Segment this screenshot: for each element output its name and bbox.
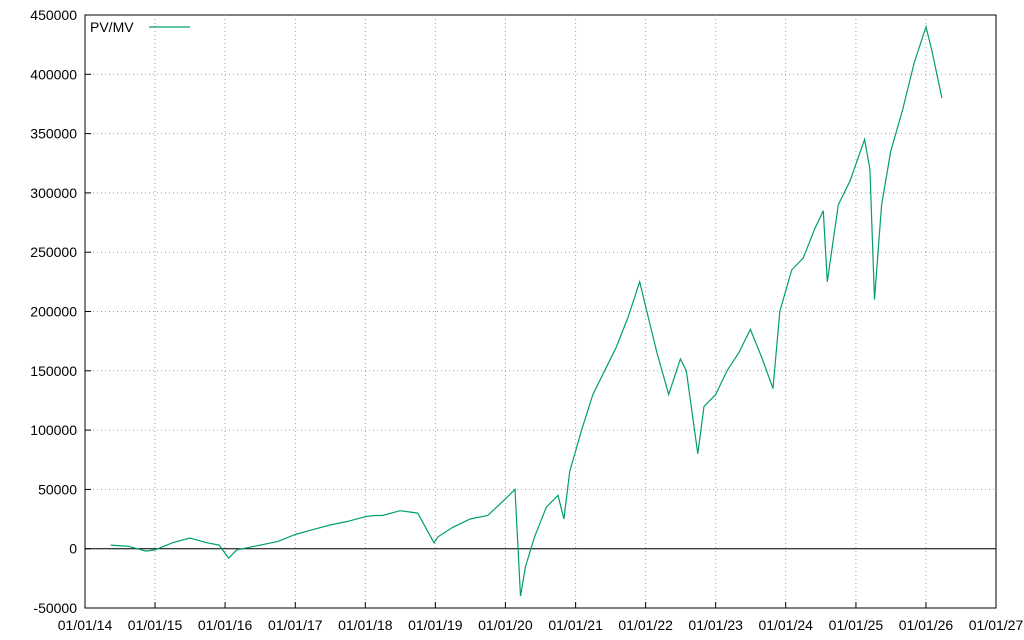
y-tick-label: 0	[69, 541, 77, 557]
x-tick-label: 01/01/22	[618, 617, 673, 633]
x-tick-label: 01/01/21	[548, 617, 603, 633]
y-tick-label: 150000	[30, 363, 77, 379]
y-tick-label: 350000	[30, 126, 77, 142]
x-tick-label: 01/01/14	[58, 617, 113, 633]
y-tick-label: 200000	[30, 304, 77, 320]
x-tick-label: 01/01/27	[969, 617, 1024, 633]
x-tick-label: 01/01/24	[758, 617, 813, 633]
x-tick-label: 01/01/23	[688, 617, 743, 633]
y-tick-label: 300000	[30, 185, 77, 201]
y-tick-label: 450000	[30, 7, 77, 23]
y-tick-label: 50000	[38, 481, 77, 497]
x-tick-label: 01/01/17	[268, 617, 323, 633]
x-tick-label: 01/01/16	[198, 617, 253, 633]
y-tick-label: -50000	[33, 600, 77, 616]
y-tick-label: 400000	[30, 66, 77, 82]
data-line	[110, 24, 943, 597]
x-tick-label: 01/01/15	[128, 617, 183, 633]
x-tick-label: 01/01/18	[338, 617, 393, 633]
y-tick-label: 250000	[30, 244, 77, 260]
y-tick-label: 100000	[30, 422, 77, 438]
x-tick-label: 01/01/25	[829, 617, 884, 633]
x-tick-label: 01/01/26	[899, 617, 954, 633]
x-tick-label: 01/01/20	[478, 617, 533, 633]
x-tick-label: 01/01/19	[408, 617, 463, 633]
legend-label: PV/MV	[90, 19, 134, 35]
